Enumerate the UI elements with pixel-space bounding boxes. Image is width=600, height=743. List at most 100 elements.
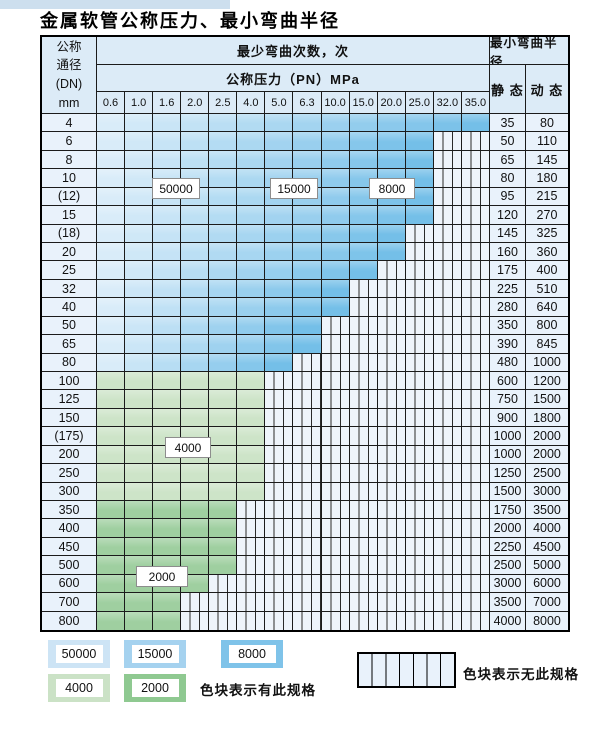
spec-cell-unavailable [461, 445, 490, 465]
spec-cell-unavailable [349, 556, 378, 575]
spec-cell-unavailable [349, 519, 378, 538]
spec-cell-available [125, 279, 154, 299]
dn-label: 15 [42, 206, 97, 225]
static-radius-value: 80 [489, 169, 526, 188]
spec-cell-available [153, 408, 182, 428]
spec-cell-unavailable [293, 519, 322, 538]
spec-cell-unavailable [349, 537, 378, 557]
spec-cell-available [209, 464, 238, 483]
cycle-count-label-2000: 2000 [136, 566, 188, 587]
spec-cell-available [153, 224, 182, 243]
spec-cell-available [209, 279, 238, 299]
spec-cell-available [181, 408, 210, 428]
spec-cell-unavailable [461, 519, 490, 538]
spec-cell-unavailable [461, 316, 490, 336]
spec-cell-unavailable [405, 261, 434, 280]
legend-swatch-4000: 4000 [48, 674, 110, 702]
spec-cell-available [209, 224, 238, 243]
dynamic-header-cell: 动 态 [525, 65, 568, 114]
dn-label: 6 [42, 132, 97, 151]
dn-label: 125 [42, 390, 97, 409]
spec-cell-available [321, 114, 350, 133]
spec-cell-unavailable [461, 187, 490, 207]
spec-cell-unavailable [461, 464, 490, 483]
spec-cell-unavailable [237, 519, 266, 538]
spec-cell-unavailable [237, 537, 266, 557]
spec-cell-available [181, 243, 210, 262]
dn-label: 800 [42, 611, 97, 630]
spec-cell-available [181, 464, 210, 483]
spec-cell-unavailable [321, 316, 350, 336]
spec-cell-available [153, 353, 182, 372]
dn-header-cell: 公称 通径 (DN) mm [42, 37, 97, 114]
spec-cell-available [265, 206, 294, 225]
static-radius-value: 480 [489, 353, 526, 372]
spec-cell-available [293, 298, 322, 317]
static-radius-value: 50 [489, 132, 526, 151]
dn-label: 700 [42, 593, 97, 612]
spec-cell-unavailable [293, 593, 322, 612]
spec-cell-unavailable [377, 482, 406, 501]
spec-cell-unavailable [181, 593, 210, 612]
spec-cell-unavailable [405, 537, 434, 557]
spec-cell-available [209, 150, 238, 170]
spec-cell-unavailable [265, 611, 294, 630]
spec-cell-available [181, 261, 210, 280]
spec-cell-available [321, 150, 350, 170]
spec-cell-unavailable [433, 206, 462, 225]
static-radius-value: 1750 [489, 501, 526, 520]
spec-cell-unavailable [293, 408, 322, 428]
spec-cell-available [97, 464, 126, 483]
spec-cell-unavailable [433, 169, 462, 188]
dynamic-radius-value: 800 [525, 316, 568, 336]
spec-cell-unavailable [405, 464, 434, 483]
dynamic-radius-value: 180 [525, 169, 568, 188]
spec-cell-available [125, 537, 154, 557]
pressure-header-cell: 4.0 [237, 92, 266, 114]
spec-cell-unavailable [349, 353, 378, 372]
spec-cell-unavailable [405, 427, 434, 446]
spec-cell-available [97, 187, 126, 207]
dynamic-radius-value: 110 [525, 132, 568, 151]
spec-cell-unavailable [461, 335, 490, 354]
spec-cell-available [97, 372, 126, 391]
static-radius-value: 900 [489, 408, 526, 428]
spec-cell-available [265, 224, 294, 243]
spec-cell-available [237, 464, 266, 483]
pressure-header-cell: 1.6 [153, 92, 182, 114]
spec-cell-unavailable [405, 390, 434, 409]
spec-cell-unavailable [405, 408, 434, 428]
spec-cell-unavailable [321, 445, 350, 465]
spec-cell-unavailable [321, 593, 350, 612]
dynamic-radius-value: 325 [525, 224, 568, 243]
spec-cell-unavailable [461, 390, 490, 409]
spec-cell-unavailable [461, 206, 490, 225]
spec-cell-unavailable [209, 574, 238, 594]
spec-cell-available [153, 537, 182, 557]
dn-label: 500 [42, 556, 97, 575]
spec-cell-available [237, 298, 266, 317]
spec-cell-unavailable [265, 593, 294, 612]
spec-cell-unavailable [349, 611, 378, 630]
spec-cell-available [97, 482, 126, 501]
dn-label: 20 [42, 243, 97, 262]
spec-cell-available [237, 445, 266, 465]
spec-cell-unavailable [461, 501, 490, 520]
page-title: 金属软管公称压力、最小弯曲半径 [40, 11, 340, 31]
spec-cell-available [97, 335, 126, 354]
spec-cell-available [293, 132, 322, 151]
spec-cell-available [97, 243, 126, 262]
spec-cell-available [265, 261, 294, 280]
dynamic-radius-value: 400 [525, 261, 568, 280]
dn-label: (18) [42, 224, 97, 243]
spec-cell-available [293, 150, 322, 170]
spec-cell-available [125, 298, 154, 317]
spec-cell-unavailable [321, 335, 350, 354]
spec-cell-available [237, 427, 266, 446]
dynamic-radius-value: 7000 [525, 593, 568, 612]
pressure-header-cell: 0.6 [97, 92, 126, 114]
spec-cell-unavailable [377, 593, 406, 612]
spec-cell-available [153, 482, 182, 501]
spec-cell-available [377, 206, 406, 225]
spec-cell-unavailable [461, 243, 490, 262]
